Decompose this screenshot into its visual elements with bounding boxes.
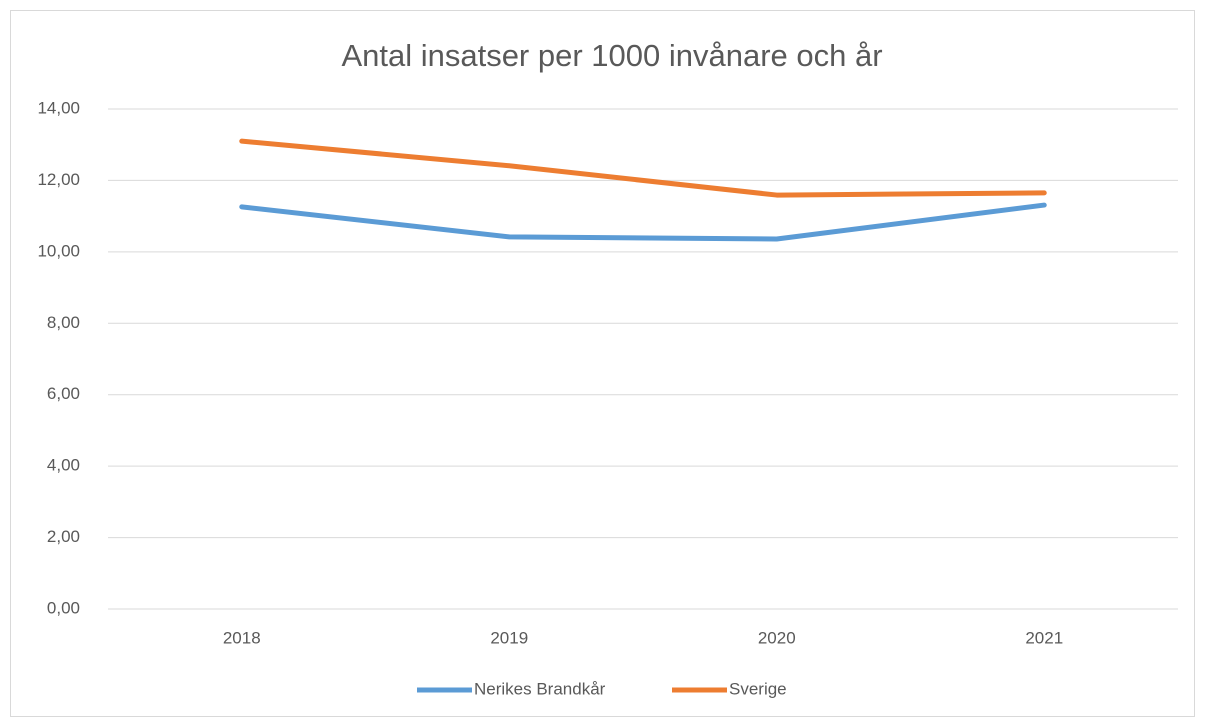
y-tick-label: 10,00 <box>37 241 80 260</box>
y-tick-label: 0,00 <box>47 598 80 617</box>
x-tick-label: 2020 <box>758 628 796 647</box>
x-tick-label: 2018 <box>223 628 261 647</box>
x-tick-label: 2019 <box>490 628 528 647</box>
y-tick-label: 2,00 <box>47 527 80 546</box>
y-tick-label: 4,00 <box>47 456 80 475</box>
series-line <box>239 202 1047 242</box>
y-tick-label: 14,00 <box>37 98 80 117</box>
x-tick-label: 2021 <box>1025 628 1063 647</box>
chart-title: Antal insatser per 1000 invånare och år <box>341 38 882 73</box>
chart-border <box>10 10 1195 717</box>
legend-label: Nerikes Brandkår <box>474 679 606 698</box>
y-tick-label: 12,00 <box>37 170 80 189</box>
legend-label: Sverige <box>729 679 787 698</box>
series-line <box>239 138 1047 198</box>
y-tick-label: 8,00 <box>47 313 80 332</box>
y-tick-label: 6,00 <box>47 384 80 403</box>
